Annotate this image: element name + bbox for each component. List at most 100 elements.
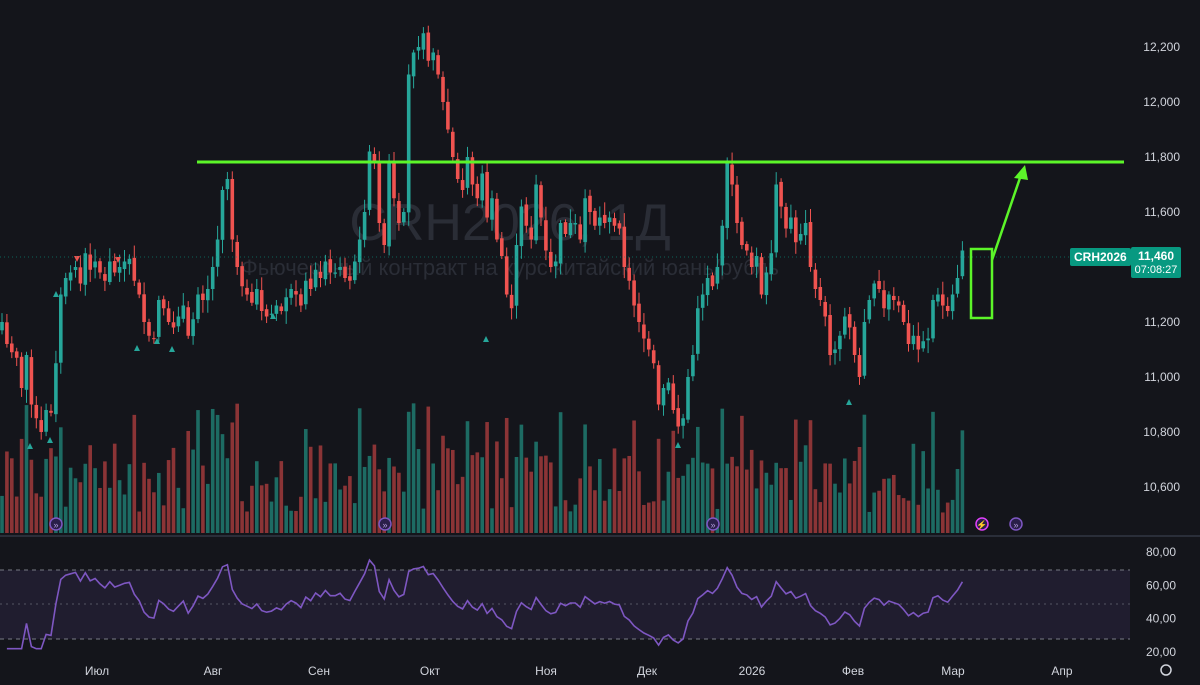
candle-body[interactable] [710,275,715,287]
candle-body[interactable] [279,306,284,311]
candle-body[interactable] [681,418,685,426]
candle-body[interactable] [353,261,357,281]
candle-body[interactable] [612,218,617,226]
candle-body[interactable] [691,355,695,377]
candle-body[interactable] [255,289,259,305]
candle-body[interactable] [593,210,597,226]
candle-body[interactable] [392,162,396,199]
candle-body[interactable] [852,326,857,355]
candle-body[interactable] [348,276,352,281]
candle-body[interactable] [602,214,607,223]
candle-body[interactable] [49,410,53,413]
candle-body[interactable] [78,267,83,284]
candle-body[interactable] [495,198,499,240]
candle-body[interactable] [642,324,646,339]
candle-body[interactable] [622,226,627,267]
candle-body[interactable] [524,204,529,226]
candle-body[interactable] [34,404,39,419]
candle-body[interactable] [867,300,872,320]
time-axis[interactable]: Июл Авг Сен Окт Ноя Дек 2026 Фев Мар Апр [85,664,1073,678]
candle-body[interactable] [431,52,435,61]
candle-body[interactable] [186,307,190,336]
candle-body[interactable] [504,256,509,295]
candle-body[interactable] [686,377,690,420]
candle-body[interactable] [818,287,823,300]
candle-body[interactable] [362,212,367,240]
candle-body[interactable] [206,289,210,301]
candle-body[interactable] [588,195,592,212]
candle-body[interactable] [553,261,558,267]
candle-body[interactable] [402,212,406,223]
candle-body[interactable] [705,278,710,296]
candle-body[interactable] [304,280,308,305]
candle-body[interactable] [455,159,460,179]
candle-body[interactable] [411,52,416,77]
candle-body[interactable] [289,289,293,298]
candle-body[interactable] [372,153,377,163]
candle-body[interactable] [215,239,220,267]
candle-body[interactable] [73,267,78,270]
candle-body[interactable] [259,290,264,311]
candle-body[interactable] [122,261,127,270]
candle-body[interactable] [578,224,582,240]
candle-body[interactable] [88,254,92,270]
candle-body[interactable] [436,55,440,75]
rsi-axis[interactable]: 80,00 60,00 40,00 20,00 [1146,545,1176,659]
candle-body[interactable] [451,131,455,157]
candle-body[interactable] [632,280,636,306]
candle-body[interactable] [769,253,774,274]
candle-body[interactable] [108,261,112,283]
candle-body[interactable] [838,335,842,350]
candle-body[interactable] [730,164,734,185]
candle-body[interactable] [201,293,205,300]
candle-body[interactable] [220,190,225,240]
candle-body[interactable] [882,290,886,309]
candle-body[interactable] [794,217,798,243]
candle-body[interactable] [446,101,450,130]
candle-body[interactable] [901,304,906,322]
candle-body[interactable] [59,294,63,363]
candle-body[interactable] [29,357,34,405]
candle-body[interactable] [485,171,489,218]
candle-body[interactable] [715,267,720,284]
candle-body[interactable] [5,322,9,344]
candle-body[interactable] [696,308,700,354]
candle-body[interactable] [877,281,881,289]
candle-body[interactable] [945,305,950,311]
candle-body[interactable] [93,261,97,268]
candle-body[interactable] [98,261,102,273]
candle-body[interactable] [269,313,274,315]
candle-body[interactable] [132,257,137,281]
candle-body[interactable] [784,206,788,229]
candle-body[interactable] [627,267,631,281]
candle-body[interactable] [465,157,470,188]
candle-body[interactable] [176,316,181,327]
price-axis[interactable]: 12,200 12,000 11,800 11,600 11,200 11,000 10,8… [1143,40,1180,494]
candle-body[interactable] [637,303,641,322]
candle-body[interactable] [666,382,671,391]
candle-body[interactable] [142,294,146,322]
candle-body[interactable] [514,245,519,306]
candle-body[interactable] [421,33,426,50]
candle-body[interactable] [397,200,401,223]
candle-body[interactable] [558,223,563,264]
candle-body[interactable] [343,266,347,278]
candle-body[interactable] [960,250,965,277]
candle-body[interactable] [892,295,896,300]
candle-body[interactable] [10,343,14,353]
candle-body[interactable] [549,251,553,267]
candle-body[interactable] [720,225,725,266]
candle-body[interactable] [480,173,484,201]
candle-body[interactable] [911,335,916,345]
candle-body[interactable] [235,241,239,267]
candle-body[interactable] [725,162,729,228]
candle-body[interactable] [745,244,749,251]
candle-body[interactable] [607,217,612,223]
candle-body[interactable] [500,238,504,256]
candle-body[interactable] [299,294,303,306]
candle-body[interactable] [284,297,288,312]
candle-body[interactable] [137,282,141,295]
candle-body[interactable] [44,410,48,432]
candle-body[interactable] [661,388,666,406]
candle-body[interactable] [671,383,676,410]
